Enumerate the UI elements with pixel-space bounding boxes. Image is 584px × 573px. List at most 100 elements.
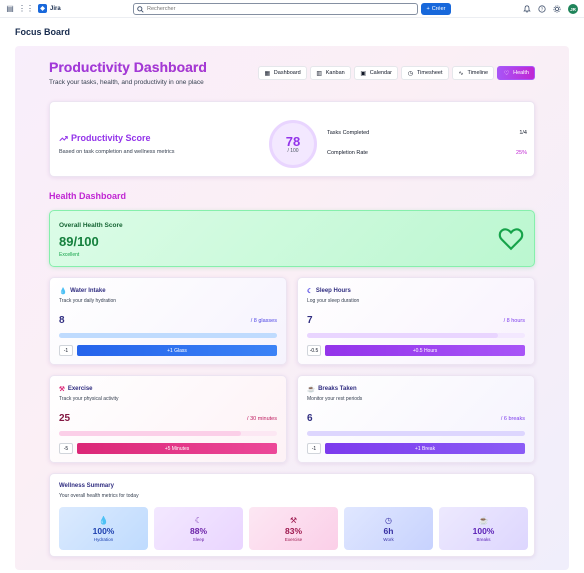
progress-bar — [59, 431, 277, 436]
breaks-taken-card: ☕ Breaks Taken Monitor your rest periods … — [297, 375, 535, 463]
metric-subtitle: Monitor your rest periods — [307, 396, 363, 402]
tab-health[interactable]: ♡ Health — [497, 66, 535, 80]
productivity-score-subtitle: Based on task completion and wellness me… — [59, 149, 175, 155]
metric-value: 7 — [307, 315, 313, 326]
tab-calendar[interactable]: ▣ Calendar — [353, 66, 399, 80]
sleep-tile: ☾ 88% Sleep — [154, 507, 243, 550]
increment-button[interactable]: +1 Break — [325, 443, 525, 454]
dumbbell-icon: ⚒ — [59, 386, 65, 393]
tile-label: Breaks — [476, 536, 491, 542]
tab-timesheet[interactable]: ◷ Timesheet — [401, 66, 449, 80]
jira-logo-icon: ◆ — [38, 4, 47, 13]
tile-label: Work — [383, 536, 394, 542]
completion-rate-value: 25% — [515, 150, 527, 156]
wellness-summary-title: Wellness Summary — [59, 483, 114, 489]
tile-label: Hydration — [93, 536, 114, 542]
metric-title: Sleep Hours — [315, 288, 351, 294]
productivity-score-card: Productivity Score Based on task complet… — [49, 101, 535, 177]
dashboard-subtitle: Track your tasks, health, and productivi… — [49, 79, 204, 86]
wellness-summary-card: Wellness Summary Your overall health met… — [49, 473, 535, 557]
top-navigation-bar: ▤ ⋮⋮ ◆ Jira + Créer ? JR — [0, 0, 584, 18]
completion-rate-row: Completion Rate 25% — [327, 150, 527, 156]
moon-icon: ☾ — [194, 515, 203, 525]
overall-health-status: Excellent — [59, 252, 80, 258]
score-title-text: Productivity Score — [71, 133, 151, 143]
tile-value: 6h — [383, 525, 394, 536]
completion-rate-label: Completion Rate — [327, 150, 368, 156]
metric-title: Breaks Taken — [318, 386, 357, 392]
tab-label: Calendar — [369, 70, 393, 76]
metric-value: 8 — [59, 315, 65, 326]
jira-logo[interactable]: ◆ Jira — [38, 4, 61, 13]
decrement-button[interactable]: -5 — [59, 443, 73, 454]
svg-text:?: ? — [541, 7, 544, 12]
user-avatar[interactable]: JR — [568, 4, 578, 14]
notifications-bell-icon[interactable] — [523, 5, 531, 13]
health-dashboard-heading: Health Dashboard — [49, 191, 127, 201]
grid-icon: ▦ — [264, 70, 271, 77]
overall-health-card: Overall Health Score 89/100 Excellent — [49, 210, 535, 267]
create-button-label: Créer — [431, 6, 446, 12]
metric-title: Water Intake — [70, 288, 106, 294]
tab-label: Kanban — [325, 70, 345, 76]
exercise-tile: ⚒ 83% Exercise — [249, 507, 338, 550]
exercise-title: ⚒ Exercise — [59, 385, 93, 393]
progress-bar — [59, 333, 277, 338]
decrement-button[interactable]: -1 — [307, 443, 321, 454]
moon-icon: ☾ — [307, 288, 313, 295]
decrement-button[interactable]: -1 — [59, 345, 73, 356]
water-intake-title: 💧 Water Intake — [59, 287, 106, 295]
plus-icon: + — [426, 6, 430, 12]
water-intake-card: 💧 Water Intake Track your daily hydration… — [49, 277, 287, 365]
score-ring: 78 / 100 — [269, 120, 317, 168]
metric-value: 6 — [307, 413, 313, 424]
metric-goal: / 8 glasses — [250, 318, 277, 324]
score-value: 78 — [285, 133, 301, 149]
dashboard-title: Productivity Dashboard — [49, 59, 207, 75]
search-input[interactable] — [147, 6, 407, 12]
tile-value: 100% — [92, 525, 115, 536]
tab-label: Timesheet — [417, 70, 443, 76]
app-switcher-icon[interactable]: ⋮⋮ — [18, 3, 34, 13]
tile-label: Sleep — [192, 536, 205, 542]
metric-subtitle: Track your daily hydration — [59, 298, 117, 304]
settings-gear-icon[interactable] — [553, 5, 561, 13]
wellness-summary-subtitle: Your overall health metrics for today — [59, 493, 139, 499]
tab-kanban[interactable]: ▥ Kanban — [309, 66, 351, 80]
metric-title: Exercise — [67, 386, 93, 392]
productivity-dashboard-panel: Productivity Dashboard Track your tasks,… — [15, 46, 569, 570]
create-button[interactable]: + Créer — [421, 3, 451, 15]
activity-icon: ∿ — [458, 70, 464, 77]
tasks-completed-row: Tasks Completed 1/4 — [327, 130, 527, 136]
help-icon[interactable]: ? — [538, 5, 546, 13]
overall-health-title: Overall Health Score — [59, 222, 123, 229]
droplets-icon: 💧 — [59, 288, 68, 295]
tab-dashboard[interactable]: ▦ Dashboard — [257, 66, 307, 80]
increment-button[interactable]: +5 Minutes — [77, 443, 277, 454]
breaks-taken-title: ☕ Breaks Taken — [307, 385, 357, 393]
sidebar-toggle-icon[interactable]: ▤ — [6, 3, 14, 13]
metric-goal: / 6 breaks — [500, 416, 525, 422]
tile-value: 88% — [189, 525, 207, 536]
progress-bar — [307, 431, 525, 436]
coffee-icon: ☕ — [478, 515, 489, 525]
increment-button[interactable]: +1 Glass — [77, 345, 277, 356]
tile-value: 83% — [284, 525, 302, 536]
tasks-completed-value: 1/4 — [519, 130, 527, 136]
metric-goal: / 30 minutes — [247, 416, 277, 422]
heart-icon: ♡ — [503, 70, 510, 77]
tab-label: Timeline — [467, 70, 489, 76]
progress-bar — [307, 333, 525, 338]
overall-health-value: 89/100 — [59, 234, 99, 249]
board-title: Focus Board — [15, 27, 71, 37]
heart-icon — [498, 228, 524, 251]
metric-goal: / 8 hours — [503, 318, 525, 324]
decrement-button[interactable]: -0.5 — [307, 345, 321, 356]
increment-button[interactable]: +0.5 Hours — [325, 345, 525, 356]
tab-timeline[interactable]: ∿ Timeline — [451, 66, 495, 80]
search-bar[interactable] — [133, 3, 418, 15]
dumbbell-icon: ⚒ — [289, 515, 298, 525]
metric-value: 25 — [59, 413, 71, 424]
exercise-card: ⚒ Exercise Track your physical activity 2… — [49, 375, 287, 463]
tile-label: Exercise — [284, 536, 303, 542]
